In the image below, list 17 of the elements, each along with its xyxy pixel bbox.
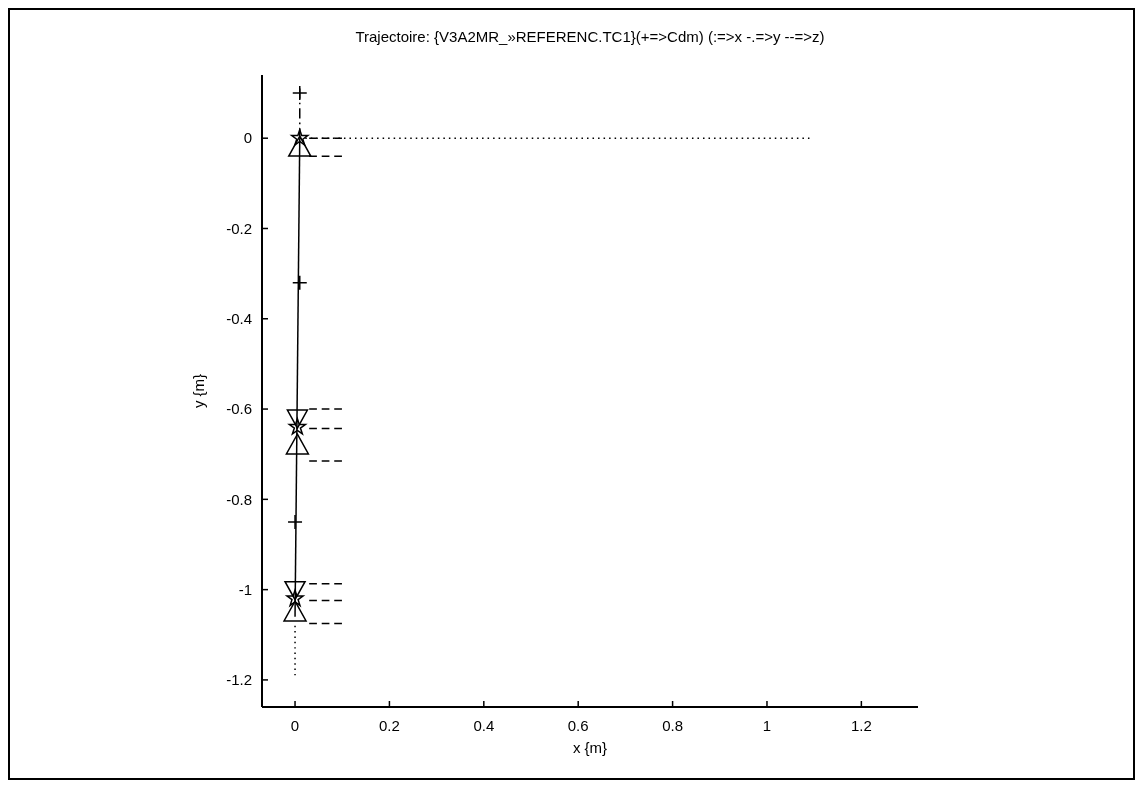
y-tick-label: -1 [238,580,252,598]
y-tick-label: -1.2 [226,671,252,689]
y-tick-label: -0.6 [226,400,252,418]
y-tick-label: -0.2 [226,219,252,237]
x-tick-label: 1 [762,717,772,734]
x-tick-label: 0.4 [473,717,495,734]
y-tick-label: -0.4 [226,310,252,328]
y-axis-title: y {m} [190,373,207,409]
x-tick-label: 0.8 [662,717,684,734]
x-tick-label: 0.2 [378,717,400,734]
x-tick-label: 0.6 [567,717,589,734]
chart-title: Trajectoire: {V3A2MR_»REFERENC.TC1}(+=>Cdm) (:=>x -.=>y --=>z) [355,28,825,45]
y-tick-label: 0 [243,129,252,147]
y-tick-label: -0.8 [226,490,252,508]
x-tick-label: 0 [290,717,300,734]
x-tick-label: 1.2 [850,717,872,734]
x-axis-title: x {m} [572,739,608,756]
